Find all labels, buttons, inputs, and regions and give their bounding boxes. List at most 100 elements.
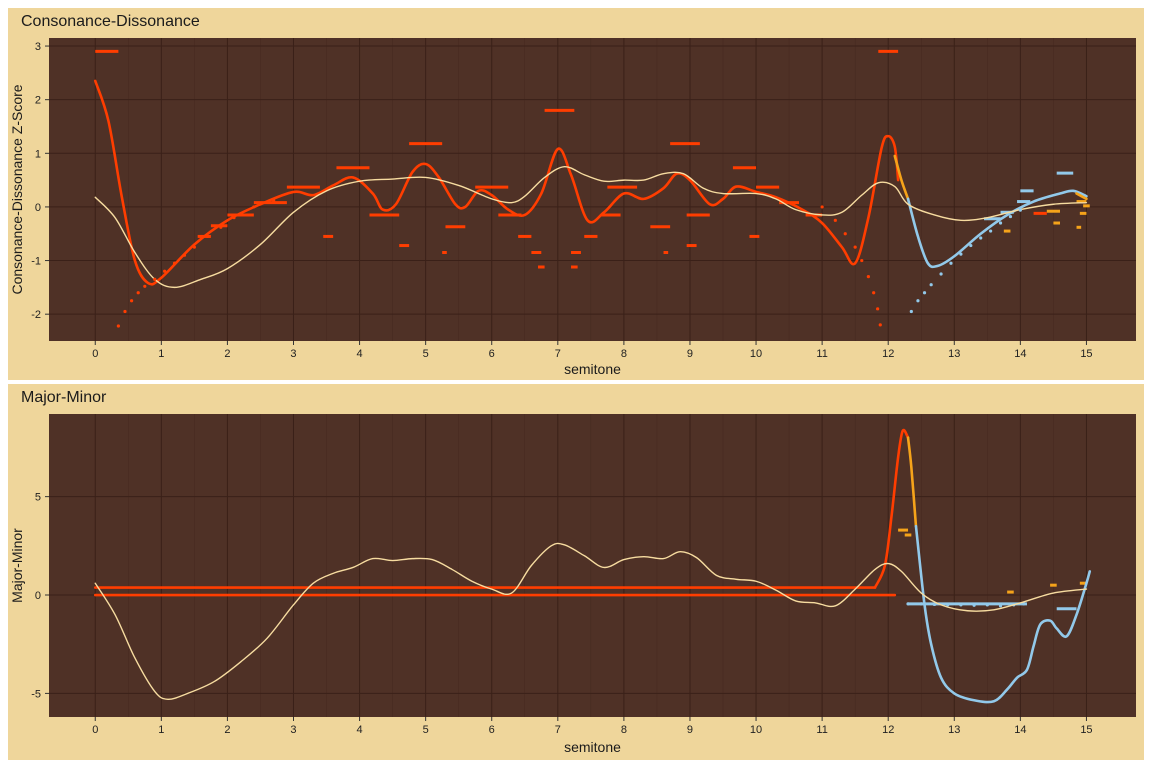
y-tick-label: -5 [31, 688, 41, 700]
y-axis-title: Consonance-Dissonance Z-Score [9, 84, 25, 294]
data-point [959, 252, 963, 256]
x-tick-label: 11 [816, 348, 827, 360]
data-point [916, 299, 920, 303]
x-tick-label: 11 [816, 724, 827, 736]
data-point [116, 324, 120, 328]
data-point [272, 198, 276, 203]
data-point [1018, 208, 1022, 212]
series-line [1075, 192, 1088, 201]
y-tick-label: 3 [35, 41, 41, 53]
series-group [93, 49, 1090, 328]
data-point [998, 221, 1003, 225]
x-tick-label: 7 [555, 724, 561, 736]
x-tick-label: 1 [158, 348, 164, 360]
y-tick-label: 1 [35, 148, 41, 160]
data-point [969, 243, 973, 248]
x-tick-label: 13 [948, 724, 960, 736]
x-tick-label: 7 [555, 348, 561, 360]
data-point [939, 272, 943, 276]
x-tick-label: 13 [948, 348, 960, 360]
data-point [929, 283, 933, 287]
consonance-chart: 0 1 2 3 4 5 6 7 8 9 10 11 12 13 14 15-2-10123semitoneCo… [9, 38, 1136, 377]
data-point [878, 323, 882, 327]
series-line [906, 436, 918, 528]
data-point [205, 234, 210, 239]
y-tick-label: 0 [35, 202, 41, 214]
data-point [143, 284, 147, 288]
data-point [820, 205, 824, 209]
series-line [914, 524, 1092, 704]
chart-panel-major-minor: Major-Minor 0 1 2 3 4 5 6 7 8 9 10 11 12 13 14 15 -5 0 5 se… [8, 384, 1144, 760]
data-point [843, 232, 847, 236]
x-tick-label: 10 [750, 348, 762, 360]
data-point [163, 269, 167, 273]
data-point [985, 603, 989, 607]
y-tick-label: 5 [35, 492, 41, 504]
x-tick-label: 14 [1014, 724, 1026, 736]
chart-title: Major-Minor [21, 389, 107, 406]
data-point [833, 218, 837, 222]
x-tick-label: 4 [357, 348, 363, 360]
y-tick-label: -1 [31, 256, 41, 268]
x-axis-title: semitone [564, 361, 621, 377]
x-tick-label: 14 [1014, 348, 1026, 360]
x-tick-label: 15 [1080, 724, 1092, 736]
plot-area [49, 414, 1136, 717]
x-tick-label: 8 [621, 348, 627, 360]
x-tick-label: 2 [224, 724, 230, 736]
x-tick-label: 6 [489, 724, 495, 736]
x-tick-label: 2 [224, 348, 230, 360]
data-point [919, 602, 923, 606]
y-tick-label: 0 [35, 590, 41, 602]
x-tick-label: 4 [357, 724, 363, 736]
y-tick-label: 2 [35, 95, 41, 107]
x-tick-label: 12 [882, 348, 894, 360]
series-line [893, 154, 910, 201]
data-point [949, 261, 953, 265]
data-point [136, 291, 140, 295]
data-point [959, 603, 963, 607]
series-line [93, 79, 900, 286]
data-point [129, 299, 134, 303]
x-tick-label: 1 [158, 724, 164, 736]
data-point [153, 277, 157, 281]
data-point [866, 275, 870, 279]
x-tick-label: 9 [687, 348, 693, 360]
data-point [876, 307, 880, 311]
y-axis-title: Major-Minor [9, 528, 25, 603]
data-point [906, 602, 910, 606]
data-point [872, 291, 876, 295]
data-point [182, 253, 187, 257]
x-tick-label: 8 [621, 724, 627, 736]
data-point [860, 258, 864, 263]
data-point [979, 236, 983, 240]
chart-title: Consonance-Dissonance [21, 13, 200, 30]
x-tick-label: 5 [423, 348, 429, 360]
data-point [932, 602, 937, 607]
data-point [989, 229, 993, 233]
x-tick-label: 9 [687, 724, 693, 736]
series-line [94, 542, 1088, 700]
x-tick-label: 15 [1080, 348, 1092, 360]
x-tick-label: 12 [882, 724, 894, 736]
x-tick-label: 0 [92, 724, 98, 736]
data-point [232, 216, 236, 220]
series-group [93, 428, 1092, 704]
data-point [192, 245, 196, 249]
data-point [172, 261, 177, 265]
series-line [906, 189, 1088, 269]
x-tick-label: 10 [750, 724, 762, 736]
series-line [873, 428, 910, 589]
data-point [998, 604, 1003, 608]
data-point [922, 291, 927, 295]
series-line [94, 166, 1088, 289]
x-tick-label: 0 [92, 348, 98, 360]
x-tick-label: 3 [290, 724, 296, 736]
data-point [946, 603, 950, 607]
data-point [219, 225, 223, 229]
data-point [972, 603, 976, 607]
plot-area [49, 38, 1136, 341]
data-point [123, 309, 127, 314]
x-tick-label: 5 [423, 724, 429, 736]
